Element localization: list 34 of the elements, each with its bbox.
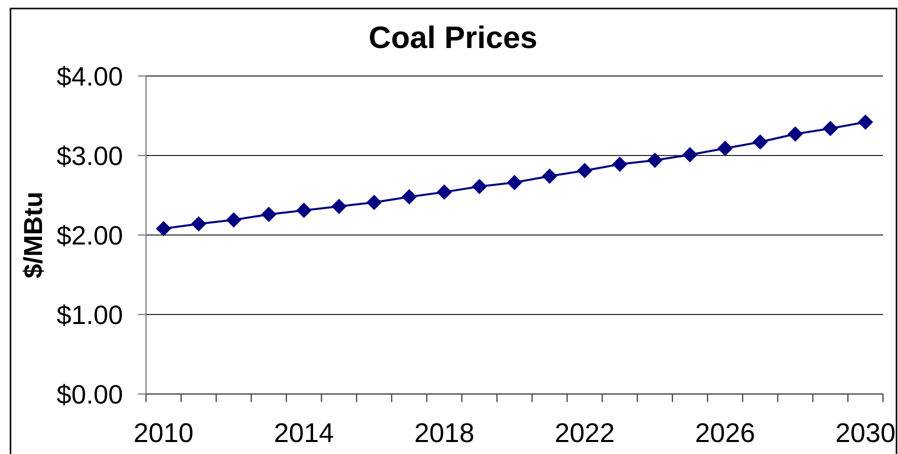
y-axis-title: $/MBtu xyxy=(18,192,48,278)
y-tick-label: $4.00 xyxy=(56,61,123,92)
x-tick-label: 2010 xyxy=(134,418,194,448)
point xyxy=(577,162,592,178)
point xyxy=(190,216,206,232)
x-tick-label: 2018 xyxy=(414,418,474,448)
point xyxy=(436,184,452,200)
x-tick-label: 2014 xyxy=(274,418,334,448)
y-tick-label: $3.00 xyxy=(56,140,123,171)
point xyxy=(822,120,838,136)
point xyxy=(717,140,733,156)
point xyxy=(542,168,558,184)
point xyxy=(402,189,417,205)
point xyxy=(506,174,522,190)
point xyxy=(156,220,172,236)
point xyxy=(472,178,488,194)
point xyxy=(858,114,874,130)
point xyxy=(331,198,347,214)
point xyxy=(682,147,698,162)
point xyxy=(788,126,803,142)
point xyxy=(752,134,768,150)
y-tick-label: $1.00 xyxy=(56,300,123,330)
point xyxy=(647,152,663,168)
point xyxy=(296,202,312,218)
chart-title: Coal Prices xyxy=(368,20,538,55)
x-tick-label: 2026 xyxy=(695,418,756,448)
point xyxy=(366,194,382,210)
point xyxy=(226,212,242,228)
y-tick-label: $2.00 xyxy=(56,220,123,250)
point xyxy=(261,206,277,222)
point xyxy=(612,156,628,172)
x-tick-label: 2022 xyxy=(554,418,615,448)
y-tick-label: $0.00 xyxy=(56,379,123,410)
x-tick-label: 2030 xyxy=(835,418,896,448)
